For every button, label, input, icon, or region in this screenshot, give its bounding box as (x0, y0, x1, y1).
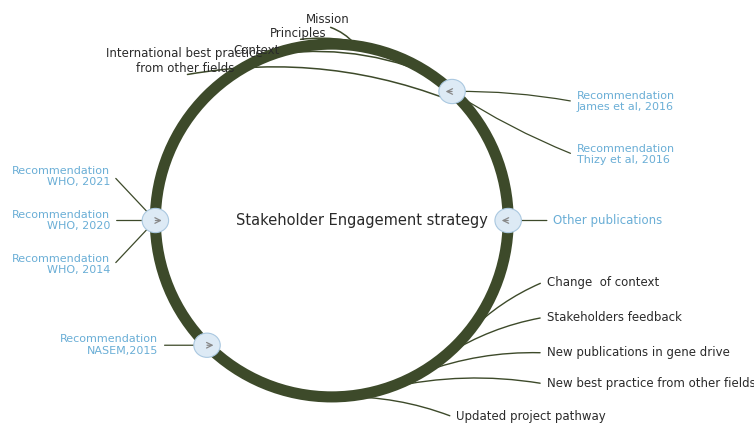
Text: Recommendation
James et al, 2016: Recommendation James et al, 2016 (577, 91, 675, 112)
Text: Recommendation
WHO, 2014: Recommendation WHO, 2014 (12, 254, 110, 275)
Text: Other publications: Other publications (553, 214, 663, 227)
Ellipse shape (439, 79, 465, 104)
Text: Recommendation
WHO, 2020: Recommendation WHO, 2020 (12, 210, 110, 231)
Text: Recommendation
NASEM,2015: Recommendation NASEM,2015 (60, 334, 158, 356)
Text: Stakeholder Engagement strategy: Stakeholder Engagement strategy (236, 213, 488, 228)
Ellipse shape (143, 209, 169, 233)
Text: Context: Context (233, 45, 280, 57)
Text: Recommendation
WHO, 2021: Recommendation WHO, 2021 (12, 166, 110, 187)
Text: New best practice from other fields: New best practice from other fields (547, 377, 754, 390)
Text: Stakeholders feedback: Stakeholders feedback (547, 311, 682, 324)
Text: Change  of context: Change of context (547, 276, 659, 289)
Text: Recommendation
Thizy et al, 2016: Recommendation Thizy et al, 2016 (577, 144, 675, 165)
Ellipse shape (194, 333, 220, 357)
Text: International best practice
from other fields: International best practice from other f… (106, 47, 263, 75)
Text: New publications in gene drive: New publications in gene drive (547, 346, 730, 359)
Text: Principles: Principles (269, 27, 326, 40)
Text: Updated project pathway: Updated project pathway (456, 410, 606, 423)
Text: Mission: Mission (306, 14, 350, 26)
Ellipse shape (495, 209, 521, 233)
